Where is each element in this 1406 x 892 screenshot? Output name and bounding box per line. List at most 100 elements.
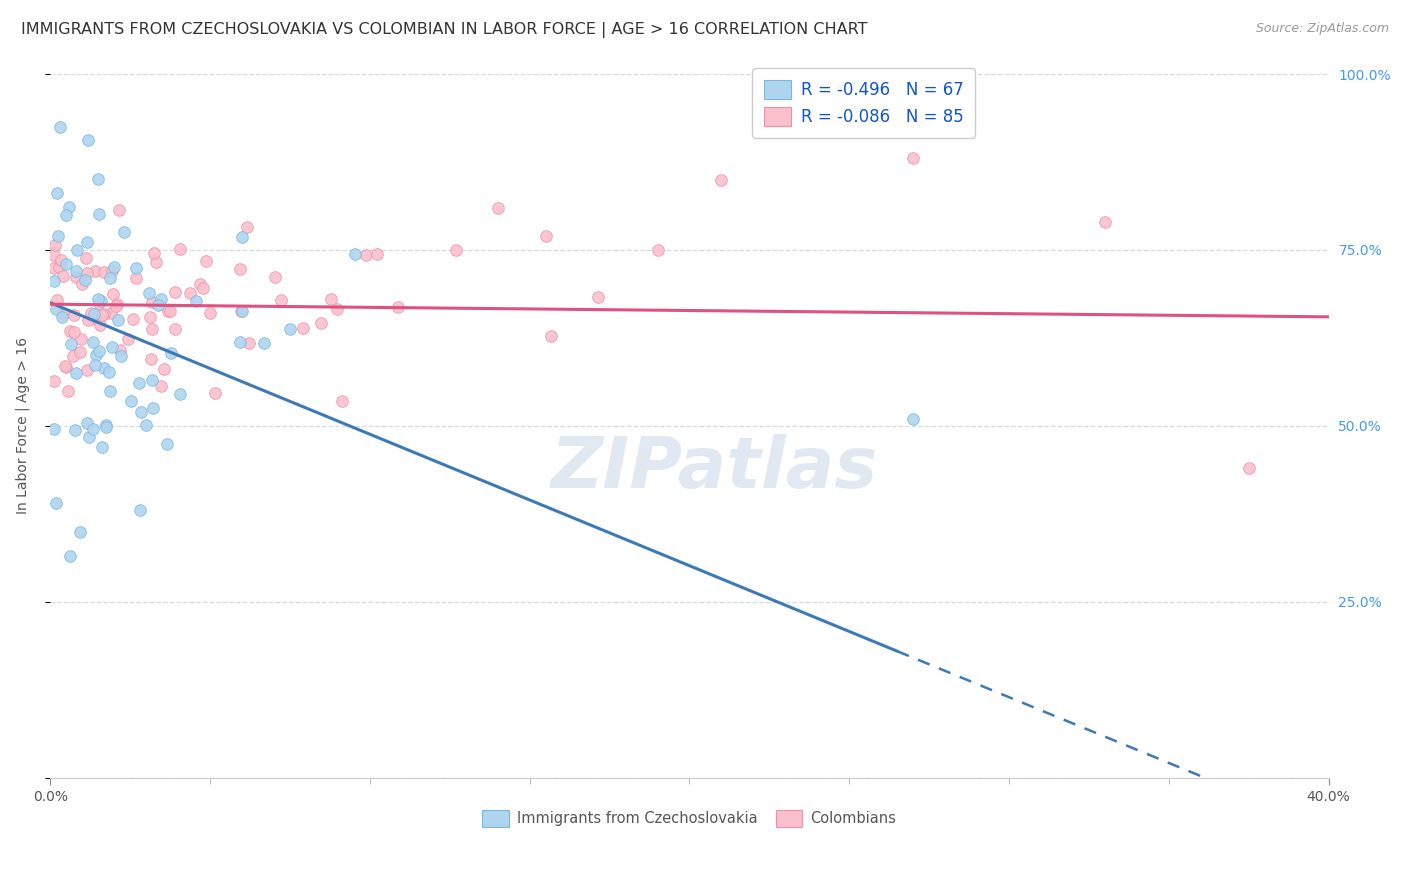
Point: [446, 243, 468, 257]
Point: [165, 285, 187, 299]
Y-axis label: In Labor Force | Age > 16: In Labor Force | Age > 16: [15, 337, 30, 515]
Point: [292, 321, 315, 335]
Point: [156, 304, 179, 318]
Point: [150, 292, 173, 306]
Point: [188, 277, 211, 291]
Point: [128, 503, 150, 517]
Legend: Immigrants from Czechoslovakia, Colombians: Immigrants from Czechoslovakia, Colombia…: [475, 803, 904, 834]
Point: [204, 386, 226, 401]
Point: [45, 496, 67, 510]
Point: [55, 359, 77, 374]
Point: [83, 307, 105, 321]
Point: [76, 363, 98, 377]
Point: [89, 296, 111, 310]
Point: [141, 295, 163, 310]
Point: [84, 264, 107, 278]
Point: [236, 219, 259, 234]
Point: [125, 261, 148, 276]
Point: [103, 260, 125, 274]
Point: [82, 422, 104, 436]
Point: [55, 257, 77, 271]
Point: [49, 252, 72, 267]
Point: [319, 292, 342, 306]
Text: Source: ZipAtlas.com: Source: ZipAtlas.com: [1256, 22, 1389, 36]
Point: [710, 172, 733, 186]
Point: [354, 248, 377, 262]
Point: [141, 373, 163, 387]
Point: [195, 254, 218, 268]
Point: [87, 172, 110, 186]
Point: [110, 349, 132, 363]
Point: [100, 306, 122, 320]
Point: [903, 412, 925, 426]
Point: [231, 304, 253, 318]
Point: [138, 285, 160, 300]
Point: [101, 340, 124, 354]
Point: [98, 271, 121, 285]
Point: [51, 310, 73, 325]
Point: [184, 293, 207, 308]
Point: [108, 203, 131, 218]
Point: [387, 300, 409, 314]
Point: [309, 317, 332, 331]
Point: [278, 322, 301, 336]
Point: [56, 384, 79, 399]
Point: [366, 247, 388, 261]
Point: [91, 441, 114, 455]
Point: [228, 335, 250, 350]
Point: [63, 325, 86, 339]
Point: [534, 228, 557, 243]
Point: [332, 394, 354, 409]
Point: [42, 274, 65, 288]
Point: [69, 525, 91, 540]
Point: [65, 366, 87, 380]
Point: [148, 298, 170, 312]
Point: [152, 362, 174, 376]
Point: [86, 348, 108, 362]
Point: [139, 351, 162, 366]
Point: [76, 266, 98, 280]
Point: [42, 248, 65, 262]
Point: [70, 332, 93, 346]
Point: [98, 365, 121, 379]
Point: [112, 226, 135, 240]
Point: [1094, 215, 1116, 229]
Point: [253, 336, 276, 351]
Point: [48, 260, 70, 275]
Point: [94, 417, 117, 432]
Point: [89, 344, 111, 359]
Point: [231, 304, 253, 318]
Point: [229, 261, 252, 276]
Point: [108, 343, 131, 358]
Point: [200, 306, 222, 320]
Point: [65, 423, 87, 437]
Point: [93, 360, 115, 375]
Point: [98, 384, 121, 398]
Point: [107, 313, 129, 327]
Point: [45, 186, 67, 200]
Point: [94, 420, 117, 434]
Point: [540, 329, 562, 343]
Point: [159, 304, 181, 318]
Point: [58, 549, 80, 563]
Point: [76, 416, 98, 430]
Point: [87, 206, 110, 220]
Point: [264, 270, 287, 285]
Point: [121, 312, 143, 326]
Point: [60, 337, 83, 351]
Point: [101, 264, 124, 278]
Point: [90, 308, 112, 322]
Point: [191, 280, 214, 294]
Point: [101, 286, 124, 301]
Point: [76, 235, 98, 250]
Point: [107, 297, 129, 311]
Point: [1237, 461, 1260, 475]
Point: [145, 255, 167, 269]
Text: ZIPatlas: ZIPatlas: [551, 434, 879, 503]
Point: [134, 417, 156, 432]
Point: [55, 208, 77, 222]
Point: [89, 318, 111, 332]
Point: [66, 243, 89, 257]
Point: [169, 387, 191, 401]
Point: [125, 271, 148, 285]
